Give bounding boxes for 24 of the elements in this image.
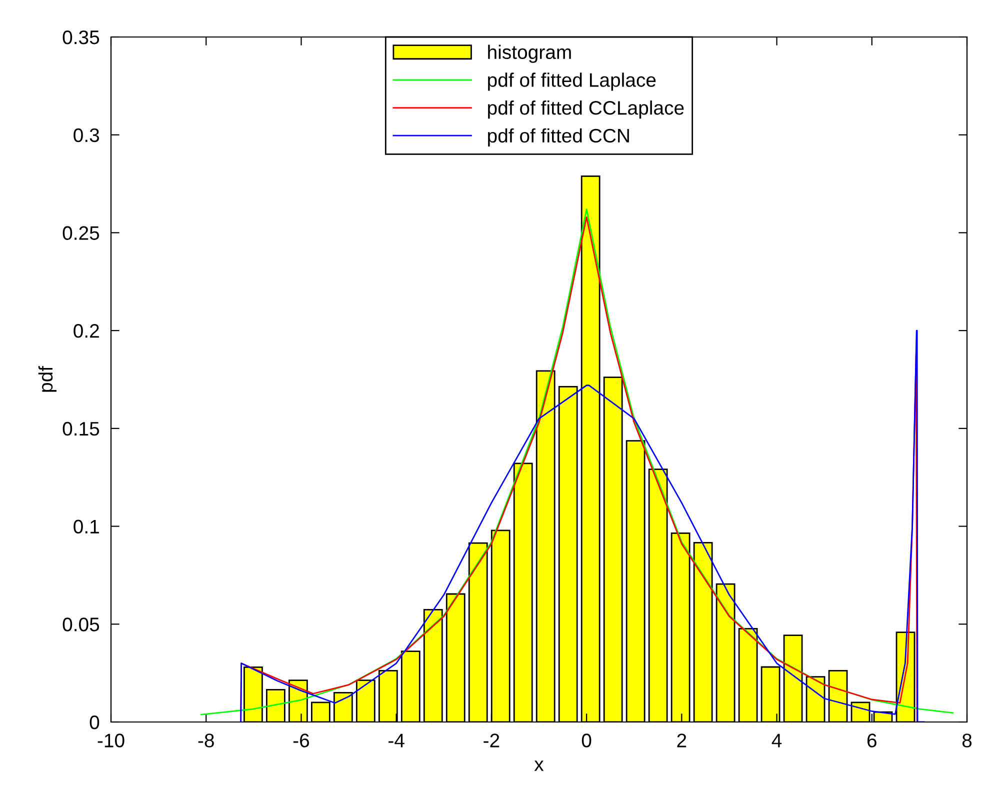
y-tick-label: 0.3 <box>74 128 100 142</box>
x-tick-label: 8 <box>962 734 972 748</box>
x-tick-label: -6 <box>293 734 310 748</box>
x-tick-label: 2 <box>677 734 686 748</box>
y-tick-label: 0.35 <box>62 30 100 44</box>
y-tick-label: 0.1 <box>74 520 99 534</box>
legend-label: pdf of fitted CCLaplace <box>488 100 684 119</box>
x-tick-label: 4 <box>772 734 782 748</box>
y-tick-label: 0.05 <box>62 618 100 632</box>
y-tick-label: 0 <box>90 715 100 730</box>
y-tick-label: 0.2 <box>74 324 99 338</box>
legend-label: pdf of fitted CCN <box>488 128 629 146</box>
y-tick-label: 0.25 <box>62 226 100 240</box>
legend-label: pdf of fitted Laplace <box>488 72 656 91</box>
x-tick-label: -10 <box>98 734 124 748</box>
x-tick-label: 6 <box>867 734 876 748</box>
x-tick-label: -2 <box>484 734 500 748</box>
x-tick-label: -4 <box>388 734 404 748</box>
legend-label: histogram <box>488 44 571 63</box>
x-axis-title: x <box>534 760 544 771</box>
y-axis-title: pdf <box>38 366 56 392</box>
x-tick-label: -8 <box>198 734 214 748</box>
x-tick-label: 0 <box>582 734 592 748</box>
y-tick-label: 0.15 <box>62 422 100 436</box>
